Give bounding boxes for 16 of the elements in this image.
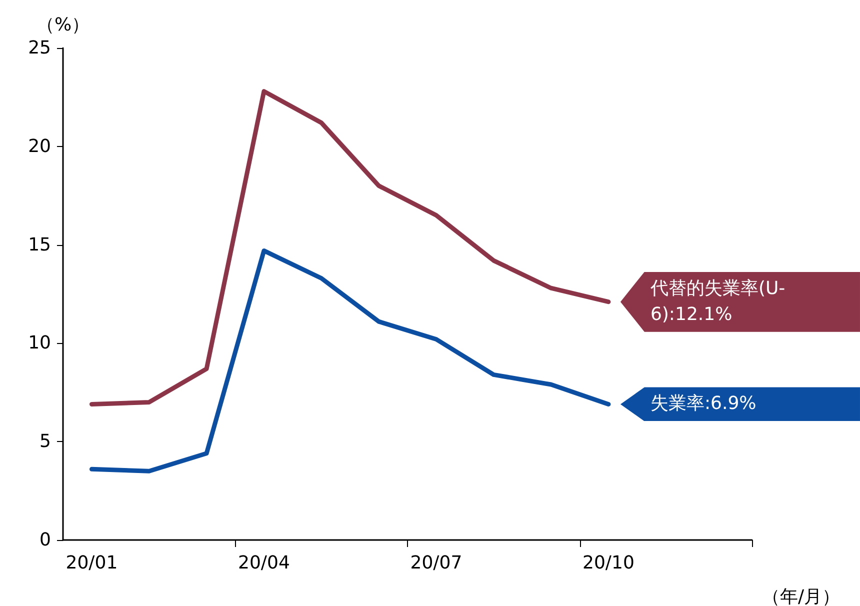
y-tick-label: 0: [40, 530, 51, 550]
line-series: [89, 248, 611, 474]
x-tick-label: 20/01: [66, 552, 118, 574]
label-tag: 失業率:6.9%: [620, 387, 860, 422]
y-tick-label: 20: [28, 136, 51, 157]
line-series: [89, 89, 611, 406]
x-tick-label: 20/07: [410, 552, 462, 574]
y-tick-label: 25: [28, 38, 51, 58]
y-tick-label: 10: [28, 332, 51, 354]
x-axis-title: （年/月）: [762, 586, 840, 606]
label-tag: 代替的失業率(U-6):12.1%: [620, 272, 860, 332]
y-tick-label: 5: [40, 431, 51, 452]
y-axis-title: （%）: [36, 14, 90, 36]
x-tick-label: 20/04: [238, 552, 290, 574]
x-tick-label: 20/10: [582, 552, 634, 574]
y-tick-label: 15: [28, 234, 51, 256]
